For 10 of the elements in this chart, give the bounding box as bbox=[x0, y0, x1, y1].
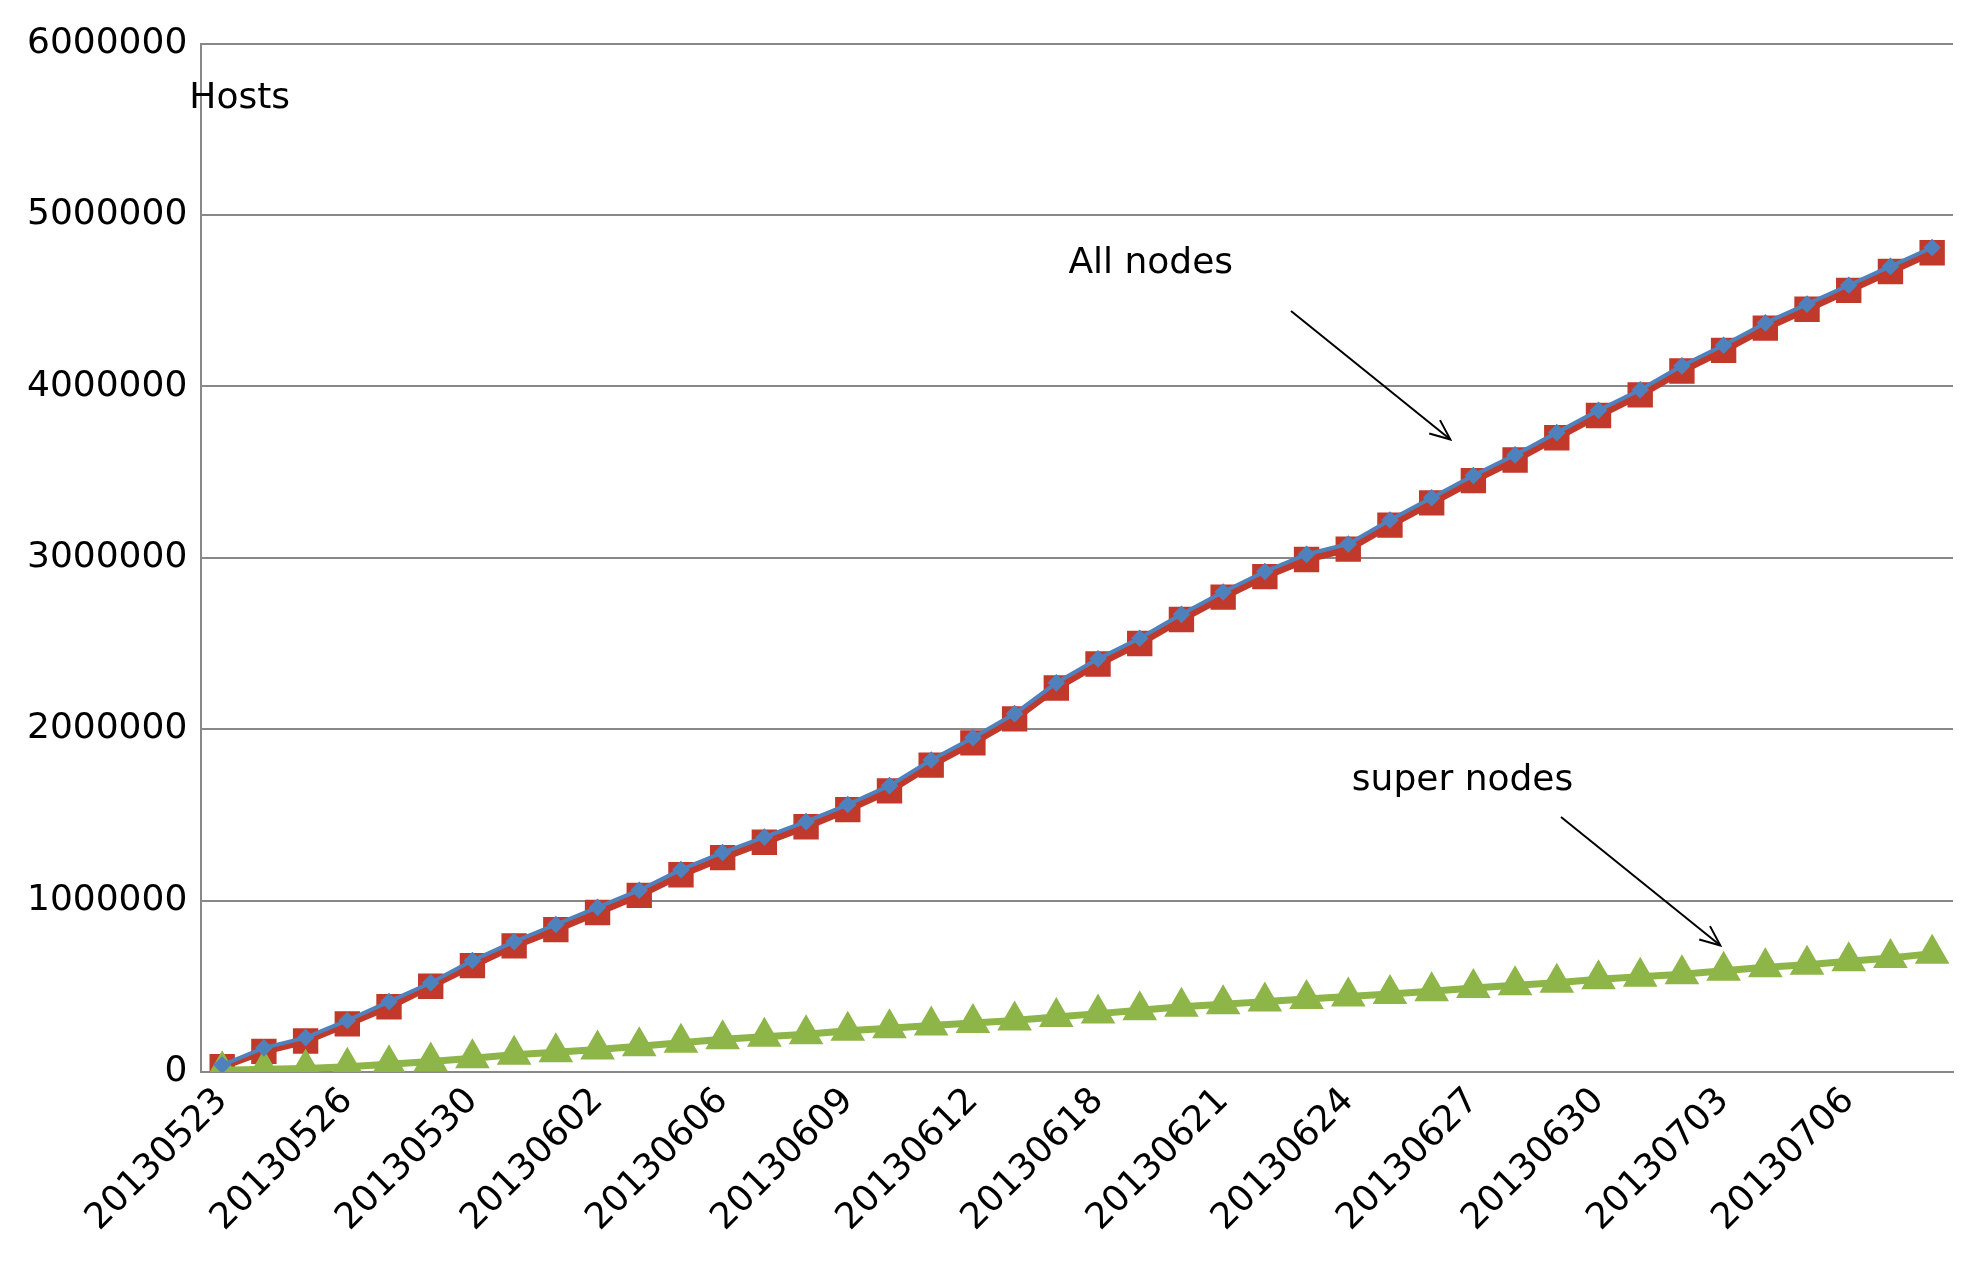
y-tick-label: 0 bbox=[164, 1048, 188, 1090]
y-tick-label: 2000000 bbox=[26, 705, 188, 747]
y-axis-title: Hosts bbox=[189, 74, 291, 116]
y-tick-label: 4000000 bbox=[26, 362, 188, 404]
annotation: All nodes bbox=[1068, 240, 1234, 282]
y-tick-label: 5000000 bbox=[26, 191, 188, 233]
y-tick-label: 3000000 bbox=[26, 534, 188, 576]
y-tick-label: 6000000 bbox=[26, 19, 188, 61]
y-tick-label: 1000000 bbox=[26, 876, 188, 918]
annotation: super nodes bbox=[1351, 757, 1574, 799]
